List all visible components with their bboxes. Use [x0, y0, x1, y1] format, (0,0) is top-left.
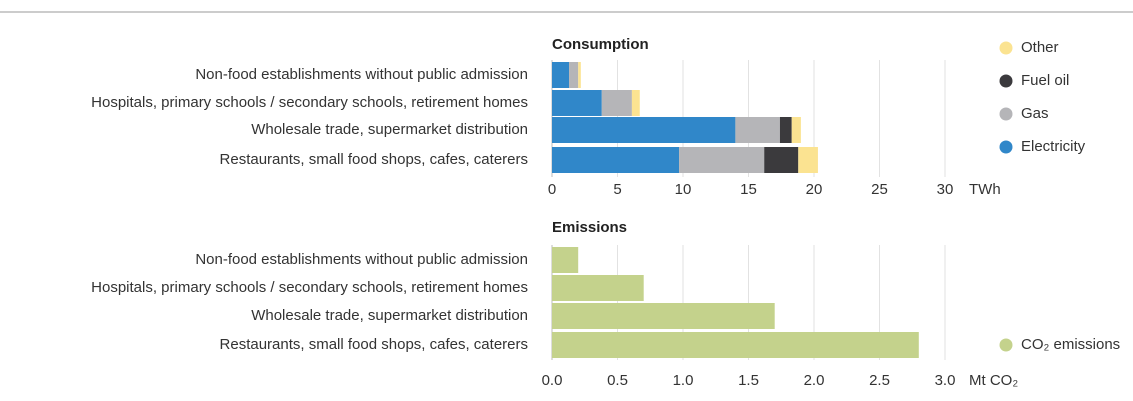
bar-segment [552, 247, 579, 273]
bar-segment [552, 332, 919, 358]
category-label: Restaurants, small food shops, cafes, ca… [220, 336, 528, 353]
x-tick-label: 0.0 [542, 372, 563, 389]
bar-segment [578, 62, 581, 88]
legend-swatch [999, 41, 1013, 55]
bar-segment [552, 303, 775, 329]
category-label: Wholesale trade, supermarket distributio… [251, 307, 528, 324]
x-tick-label: 2.0 [804, 372, 825, 389]
legend-swatch [999, 338, 1013, 352]
legend-label: CO₂ emissions [1021, 336, 1120, 353]
x-tick-label: 30 [937, 181, 954, 198]
bar-segment [552, 147, 680, 173]
legend-label: Gas [1021, 105, 1049, 122]
bar-segment [552, 117, 736, 143]
x-tick-label: 0.5 [607, 372, 628, 389]
bar-segment [569, 62, 579, 88]
x-tick-label: 2.5 [869, 372, 890, 389]
bar-segment [552, 62, 570, 88]
x-tick-label: 1.5 [738, 372, 759, 389]
panel-title: Consumption [552, 36, 649, 53]
x-tick-label: 10 [675, 181, 692, 198]
bar-segment [552, 90, 602, 116]
category-label: Non-food establishments without public a… [195, 66, 528, 83]
bar-segment [631, 90, 640, 116]
category-label: Hospitals, primary schools / secondary s… [91, 94, 528, 111]
category-label: Hospitals, primary schools / secondary s… [91, 279, 528, 296]
bar-segment [764, 147, 799, 173]
x-axis-unit: Mt CO₂ [969, 372, 1018, 389]
x-axis-unit: TWh [969, 181, 1001, 198]
legend-swatch [999, 74, 1013, 88]
legend-label: Electricity [1021, 138, 1086, 155]
panel-title: Emissions [552, 219, 627, 236]
x-tick-label: 1.0 [673, 372, 694, 389]
bar-segment [601, 90, 632, 116]
category-label: Non-food establishments without public a… [195, 251, 528, 268]
x-tick-label: 0 [548, 181, 556, 198]
bar-segment [798, 147, 818, 173]
legend-label: Fuel oil [1021, 72, 1069, 89]
bar-segment [679, 147, 765, 173]
legend-swatch [999, 140, 1013, 154]
legend-swatch [999, 107, 1013, 121]
category-label: Wholesale trade, supermarket distributio… [251, 121, 528, 138]
category-label: Restaurants, small food shops, cafes, ca… [220, 151, 528, 168]
x-tick-label: 3.0 [935, 372, 956, 389]
bar-segment [552, 275, 644, 301]
bar-segment [735, 117, 780, 143]
legend-label: Other [1021, 39, 1059, 56]
x-tick-label: 5 [613, 181, 621, 198]
x-tick-label: 25 [871, 181, 888, 198]
bar-segment [791, 117, 801, 143]
x-tick-label: 15 [740, 181, 757, 198]
bar-segment [779, 117, 792, 143]
x-tick-label: 20 [806, 181, 823, 198]
